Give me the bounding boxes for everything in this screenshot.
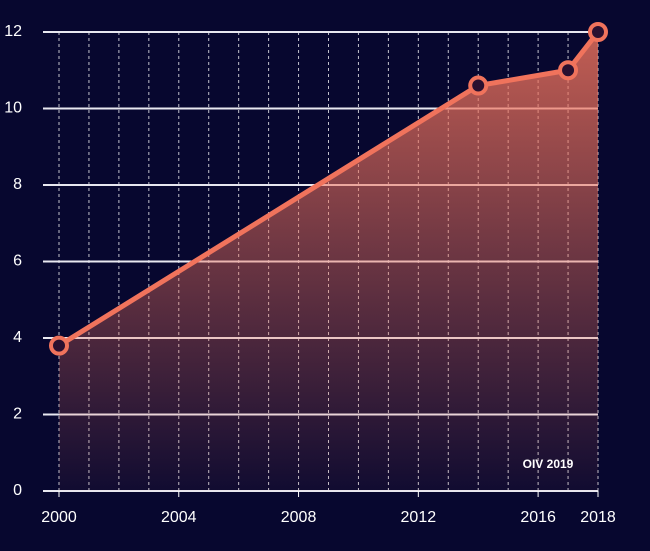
y-tick-label: 0 <box>13 482 22 499</box>
y-tick-label: 8 <box>13 176 22 193</box>
x-tick-label: 2018 <box>580 509 616 526</box>
annotation: OIV 2019 <box>523 457 574 471</box>
y-tick-label: 12 <box>4 23 22 40</box>
y-tick-label: 2 <box>13 406 22 423</box>
x-tick-label: 2004 <box>161 509 197 526</box>
point <box>588 22 608 42</box>
x-tick-label: 2016 <box>520 509 556 526</box>
point <box>468 75 489 96</box>
x-tick-label: 2012 <box>401 509 437 526</box>
y-tick-label: 4 <box>13 329 22 346</box>
y-tick-label: 6 <box>13 253 22 270</box>
y-tick-label: 10 <box>4 100 22 117</box>
point <box>49 335 69 356</box>
x-tick-label: 2008 <box>281 509 317 526</box>
point <box>558 60 579 81</box>
x-tick-label: 2000 <box>41 509 77 526</box>
line <box>57 30 600 348</box>
area <box>59 32 598 491</box>
